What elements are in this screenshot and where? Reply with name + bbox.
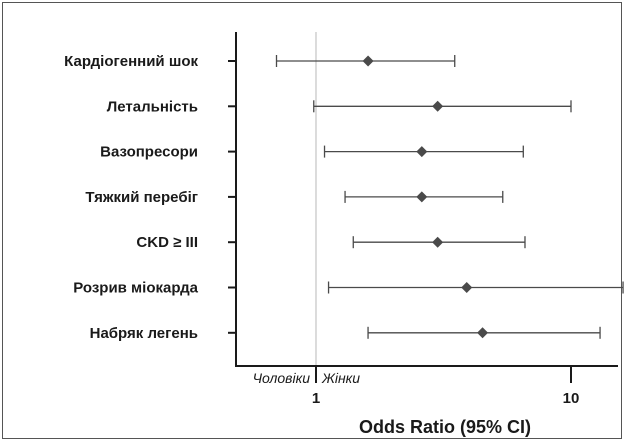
- category-label-3: Тяжкий перебіг: [85, 189, 198, 206]
- category-label-1: Летальність: [107, 98, 198, 115]
- category-label-6: Набряк легень: [90, 325, 198, 342]
- estimate-marker-4: [432, 236, 444, 248]
- category-label-4: CKD ≥ III: [136, 234, 198, 251]
- x-tick-label-0: 1: [312, 390, 320, 407]
- category-label-2: Вазопресори: [100, 144, 198, 161]
- estimate-marker-0: [362, 55, 374, 67]
- category-labels: Кардіогенний шок Летальність Вазопресори Тя…: [64, 53, 198, 342]
- x-axis-title: Odds Ratio (95% CI): [359, 417, 531, 437]
- category-label-5: Розрив міокарда: [73, 280, 198, 297]
- right-side-label: Жінки: [321, 370, 360, 386]
- estimate-marker-5: [461, 282, 473, 293]
- estimate-marker-3: [416, 191, 428, 203]
- estimate-marker-6: [477, 327, 489, 339]
- category-label-0: Кардіогенний шок: [64, 53, 198, 70]
- axes: 1 10: [228, 32, 618, 407]
- data-marks: [275, 55, 624, 339]
- estimate-marker-1: [432, 100, 444, 112]
- left-side-label: Чоловіки: [253, 370, 311, 386]
- x-tick-label-1: 10: [563, 390, 580, 407]
- estimate-marker-2: [416, 146, 428, 158]
